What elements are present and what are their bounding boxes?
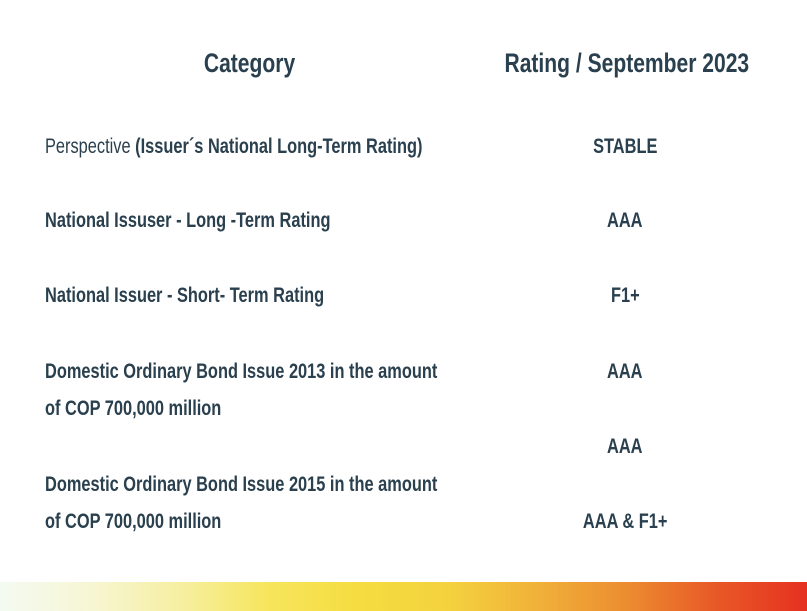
column-header-category-label: Category: [204, 48, 296, 78]
category-text: National Issuser - Long -Term Rating: [45, 209, 331, 232]
column-header-rating-label: Rating / September 2023: [504, 48, 750, 78]
rating-value: STABLE: [592, 135, 658, 158]
column-header-category: Category: [45, 48, 455, 78]
category-text-line2: of COP 700,000 million: [45, 510, 222, 533]
rating-cell: AAA: [470, 353, 780, 390]
rating-value: AAA: [607, 360, 643, 383]
category-cell: Perspective (Issuer´s National Long-Term…: [45, 133, 490, 161]
rating-cell: AAA: [470, 207, 780, 235]
rating-value: AAA: [607, 209, 643, 232]
category-text: National Issuer - Short- Term Rating: [45, 284, 325, 307]
category-cell: Domestic Ordinary Bond Issue 2013 in the…: [45, 353, 490, 427]
footer-gradient-bar: [0, 582, 807, 611]
category-cell: National Issuer - Short- Term Rating: [45, 282, 490, 310]
category-text-line1: Domestic Ordinary Bond Issue 2013 in the…: [45, 360, 438, 383]
rating-value: AAA & F1+: [582, 510, 668, 533]
category-cell: National Issuser - Long -Term Rating: [45, 207, 490, 235]
category-text-line1: Domestic Ordinary Bond Issue 2015 in the…: [45, 473, 438, 496]
category-text-regular: Perspective: [45, 135, 131, 158]
rating-cell: F1+: [470, 282, 780, 310]
rating-value: F1+: [610, 284, 640, 307]
category-cell: Domestic Ordinary Bond Issue 2015 in the…: [45, 466, 490, 540]
rating-cell: STABLE: [470, 133, 780, 161]
rating-cell: AAA: [470, 428, 780, 465]
category-text-line2: of COP 700,000 million: [45, 397, 222, 420]
rating-cell: AAA & F1+: [470, 466, 780, 540]
column-header-rating: Rating / September 2023: [470, 48, 780, 78]
category-text-bold: (Issuer´s National Long-Term Rating): [135, 135, 423, 158]
rating-value: AAA: [607, 435, 643, 458]
